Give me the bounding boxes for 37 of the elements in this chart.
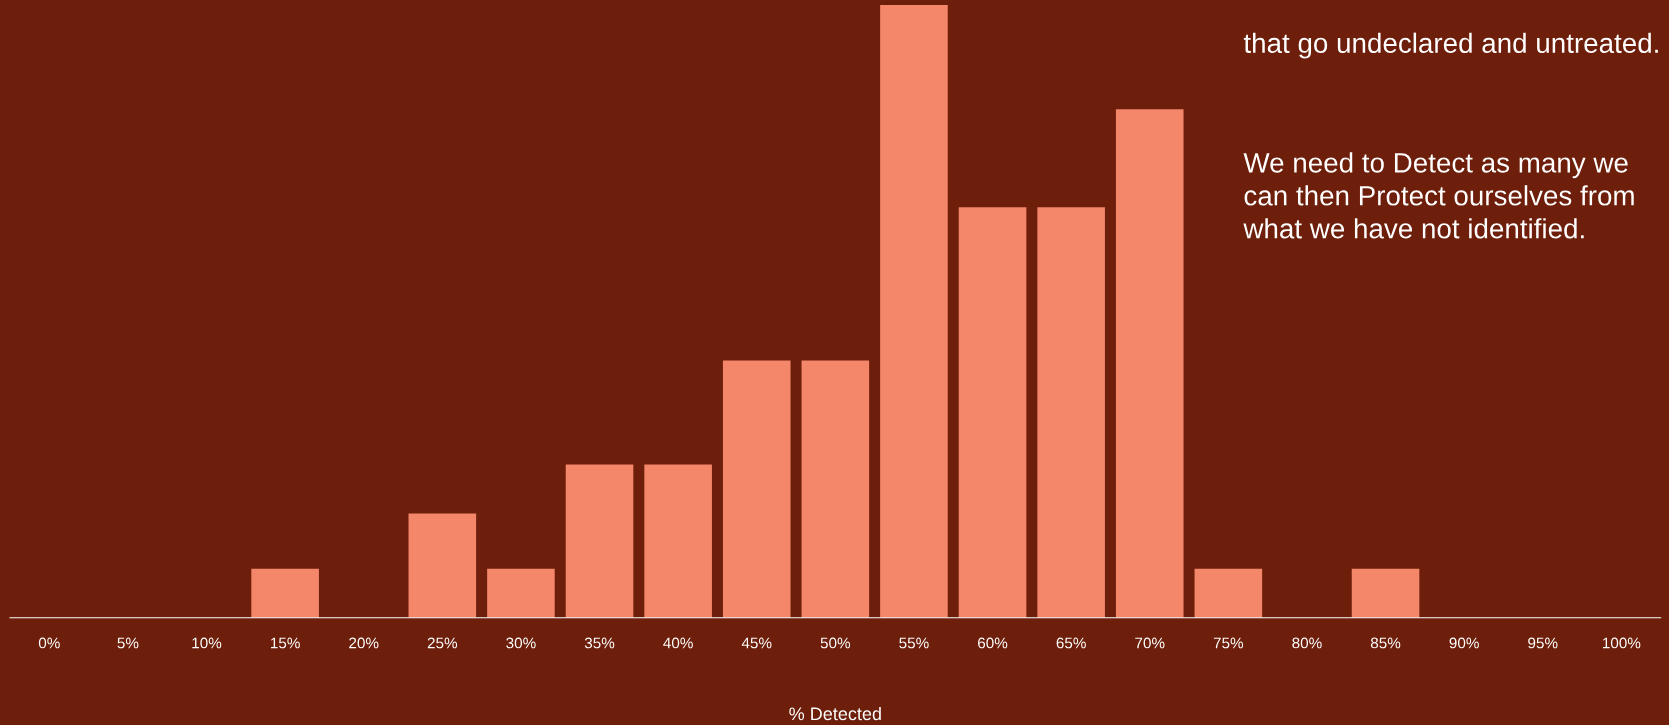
x-tick-label: 75% <box>1213 637 1244 649</box>
bar <box>722 360 791 618</box>
x-tick-label: 0% <box>38 637 60 649</box>
x-tick-label: 100% <box>1602 637 1641 649</box>
bar <box>487 568 555 618</box>
bar <box>251 568 319 618</box>
x-tick-label: 30% <box>506 637 536 649</box>
bar <box>880 5 948 618</box>
bar <box>1037 207 1105 618</box>
x-tick-label: 60% <box>978 637 1008 649</box>
x-tick-label: 20% <box>349 637 379 649</box>
x-tick-label: 95% <box>1528 637 1558 649</box>
x-tick-label: 55% <box>899 637 929 649</box>
annotation: that go undeclared and untreated. <box>1243 32 1658 59</box>
x-tick-label: 80% <box>1292 637 1322 649</box>
x-tick-label: 25% <box>427 637 458 649</box>
x-tick-label: 35% <box>584 637 615 649</box>
x-tick-label: 40% <box>663 637 693 649</box>
annotation: We need to Detect as many we can then Protect ourselves from what we have not identified. <box>1243 152 1634 239</box>
bar <box>644 464 712 618</box>
bar <box>801 360 870 618</box>
x-tick-label: 5% <box>117 637 139 649</box>
bar <box>1351 568 1420 618</box>
x-tick-label: 65% <box>1056 637 1086 649</box>
bar <box>1115 109 1184 618</box>
x-tick-label: 50% <box>820 637 851 649</box>
x-tick-label: 85% <box>1370 637 1401 649</box>
bar <box>565 464 634 618</box>
x-tick-label: 70% <box>1135 637 1165 649</box>
bar <box>408 513 477 618</box>
x-axis-title: % Detected <box>789 706 881 721</box>
x-tick-label: 10% <box>192 637 222 649</box>
x-tick-label: 45% <box>741 637 772 649</box>
x-tick-label: 15% <box>271 637 300 649</box>
bar <box>958 207 1027 618</box>
bar <box>1194 568 1263 618</box>
x-tick-label: 90% <box>1449 637 1479 649</box>
